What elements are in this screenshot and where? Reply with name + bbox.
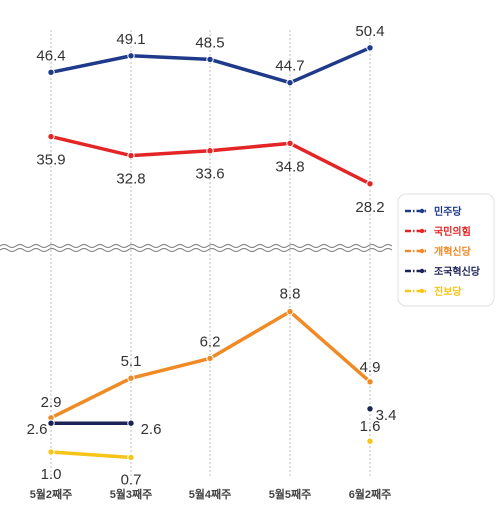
series-4-point-5 xyxy=(366,405,374,413)
series-1-label-1: 46.4 xyxy=(36,47,65,64)
series-3-label-2: 5.1 xyxy=(121,353,142,370)
series-3-label-1: 2.9 xyxy=(41,394,62,411)
series-2-label-4: 34.8 xyxy=(275,158,304,175)
series-3-label-3: 6.2 xyxy=(200,333,221,350)
legend-box xyxy=(397,193,495,307)
series-2-label-2: 32.8 xyxy=(116,171,145,188)
legend-label-2: 국민의힘 xyxy=(434,225,471,238)
series-2-label-5: 28.2 xyxy=(355,199,384,216)
legend-swatch-dot-5 xyxy=(419,288,425,294)
series-1-point-2 xyxy=(127,52,135,60)
x-tick-label-5: 6월2째주 xyxy=(349,487,392,501)
legend-swatch-dot-2 xyxy=(419,228,425,234)
series-1-label-4: 44.7 xyxy=(275,58,304,75)
series-1-label-5: 50.4 xyxy=(355,23,384,40)
legend-swatch-dot-4 xyxy=(419,268,425,274)
series-4-point-2 xyxy=(127,419,135,427)
series-1-label-3: 48.5 xyxy=(195,34,224,51)
series-5-line xyxy=(49,450,133,460)
series-5-point-1 xyxy=(47,448,55,456)
series-3-point-5 xyxy=(366,378,374,386)
legend-swatch-dot-1 xyxy=(419,208,425,214)
series-2-label-1: 35.9 xyxy=(36,152,65,169)
series-4-label-2: 2.6 xyxy=(141,421,162,438)
series-2-label-3: 33.6 xyxy=(195,166,224,183)
series-1-point-3 xyxy=(206,55,214,64)
series-2-point-2 xyxy=(127,151,135,160)
x-tick-label-2: 5월3째주 xyxy=(110,487,153,501)
series-3-point-2 xyxy=(127,374,135,382)
legend-label-5: 진보당 xyxy=(434,285,462,298)
series-2-point-3 xyxy=(206,147,214,155)
series-3-label-5: 4.9 xyxy=(360,359,381,376)
series-1-point-1 xyxy=(47,68,55,77)
series-4-label-1: 2.6 xyxy=(27,421,48,438)
series-2-point-5 xyxy=(366,180,374,188)
series-5-point-5 xyxy=(366,437,374,445)
axis-break-line-2 xyxy=(0,248,393,252)
x-tick-label-3: 5월4째주 xyxy=(189,487,232,501)
series-5-label-5: 1.6 xyxy=(360,418,381,435)
series-2-point-1 xyxy=(47,132,55,141)
series-1-label-2: 49.1 xyxy=(116,31,145,48)
series-5-label-2: 0.7 xyxy=(121,471,142,488)
legend-swatch-dot-3 xyxy=(419,248,425,254)
series-3-point-3 xyxy=(206,354,214,363)
x-tick-label-4: 5월5째주 xyxy=(269,487,312,501)
legend-label-3: 개혁신당 xyxy=(434,245,472,258)
series-5-label-1: 1.0 xyxy=(41,466,62,483)
axis-break-line-1 xyxy=(0,244,393,248)
legend-label-4: 조국혁신당 xyxy=(434,265,481,278)
x-tick-label-1: 5월2째주 xyxy=(30,487,73,501)
series-3-point-4 xyxy=(286,307,294,316)
series-5-point-2 xyxy=(127,453,135,462)
series-3-label-4: 8.8 xyxy=(280,286,301,303)
series-1-point-4 xyxy=(286,79,294,87)
series-4-point-1 xyxy=(47,419,55,427)
series-4-label-5: 3.4 xyxy=(376,407,397,424)
series-1-point-5 xyxy=(366,44,374,52)
series-2-point-4 xyxy=(286,139,294,148)
series-1-line xyxy=(49,46,372,85)
legend-label-1: 민주당 xyxy=(434,205,462,218)
